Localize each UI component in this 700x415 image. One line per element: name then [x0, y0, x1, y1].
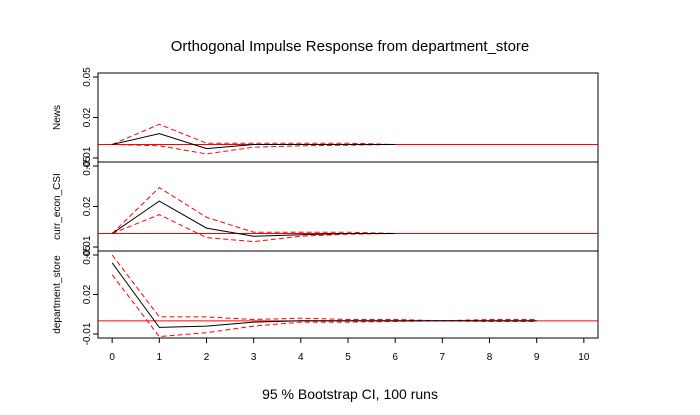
y-tick-label: 0.05 [82, 245, 93, 265]
lower-ci-line [112, 214, 396, 243]
x-tick-label: 10 [578, 352, 590, 363]
x-tick-label: 9 [534, 352, 540, 363]
y-tick-label: -0.01 [82, 322, 93, 345]
x-tick-label: 7 [440, 352, 446, 363]
x-axis: 0 1 2 3 4 5 6 7 8 9 10 [109, 338, 590, 363]
x-tick-label: 4 [298, 352, 304, 363]
y-tick-label: 0.02 [82, 196, 93, 216]
panel: 0.05 0.02 -0.01 curr_econ_CSI [52, 156, 599, 258]
response-line [112, 133, 396, 150]
response-line [111, 200, 396, 237]
y-tick-label: -0.01 [82, 146, 93, 169]
x-tick-label: 3 [251, 352, 257, 363]
x-tick-label: 0 [109, 352, 115, 363]
x-tick-label: 6 [392, 352, 398, 363]
x-tick-label: 2 [204, 352, 210, 363]
panel-ylabel: curr_econ_CSI [52, 173, 63, 240]
y-tick-label: 0.05 [82, 156, 93, 176]
x-tick-label: 8 [487, 352, 493, 363]
y-tick-label: 0.02 [82, 284, 93, 304]
response-line [111, 262, 537, 328]
x-axis-caption: 95 % Bootstrap CI, 100 runs [262, 386, 438, 402]
panel: 0.05 0.02 -0.01 department_store [52, 245, 599, 345]
panels: 0.05 0.02 -0.01 News 0.05 0.02 -0.01 curr_econ_… [52, 67, 599, 345]
panel-ylabel: department_store [52, 255, 63, 334]
panel-frame [97, 250, 599, 339]
panel-frame [97, 72, 599, 163]
panel-ylabel: News [52, 105, 63, 130]
panel: 0.05 0.02 -0.01 News [52, 67, 599, 169]
lower-ci-line [112, 144, 396, 155]
chart-title: Orthogonal Impulse Response from departm… [171, 38, 530, 55]
y-tick-label: 0.05 [82, 67, 93, 87]
upper-ci-line [111, 254, 537, 322]
y-tick-label: -0.01 [82, 235, 93, 258]
y-tick-label: 0.02 [82, 107, 93, 127]
x-tick-label: 1 [157, 352, 163, 363]
upper-ci-line [112, 123, 396, 145]
upper-ci-line [111, 186, 396, 234]
x-tick-label: 5 [345, 352, 351, 363]
panel-frame [97, 161, 599, 252]
